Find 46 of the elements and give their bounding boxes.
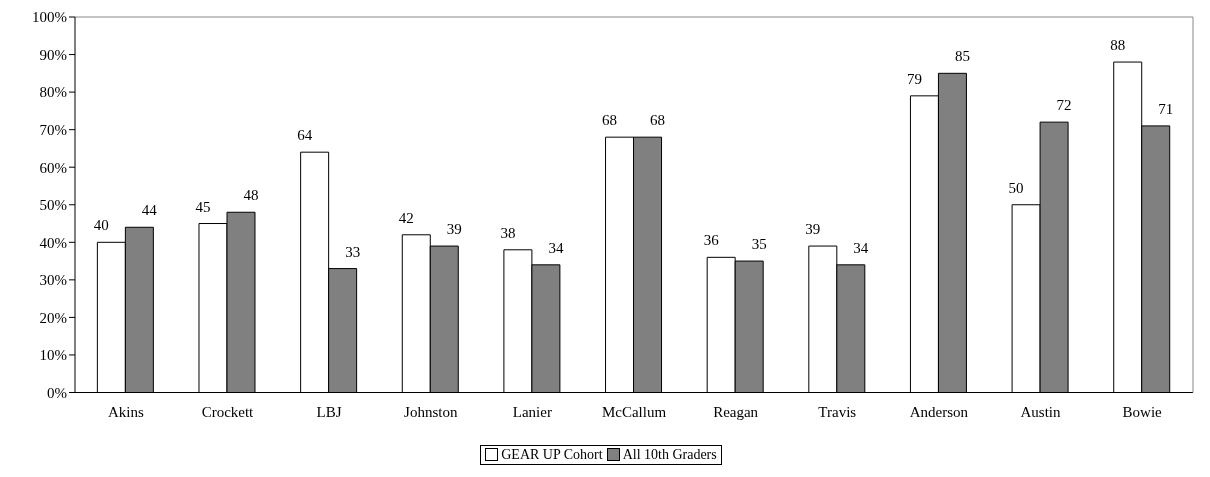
data-label: 35 [751,236,767,253]
data-label: 68 [650,112,666,129]
data-label: 33 [345,243,361,260]
data-label: 34 [548,239,564,256]
y-tick-label: 80% [39,84,67,101]
data-label: 38 [500,224,516,241]
x-tick-label: Johnston [404,404,458,421]
data-label: 36 [703,232,720,249]
x-tick-label: Reagan [713,404,759,421]
y-tick-label: 40% [39,234,67,251]
data-label: 79 [906,70,922,87]
x-tick-label: Crockett [201,404,255,421]
x-tick-label: Austin [1020,404,1062,421]
y-tick-label: 60% [39,159,67,176]
data-label: 34 [853,239,869,256]
x-tick-label: Bowie [1122,404,1163,421]
y-tick-label: 0% [47,384,67,401]
data-label: 64 [297,127,313,144]
legend-label: All 10th Graders [621,446,717,463]
x-tick-label: Travis [818,404,857,421]
x-tick-label: Lanier [512,404,552,421]
x-tick-label: LBJ [316,404,342,421]
x-tick-label: McCallum [601,404,667,421]
data-label: 71 [1158,100,1174,117]
data-label: 68 [602,112,618,129]
y-tick-label: 100% [32,9,67,26]
data-label: 40 [93,217,109,234]
data-label: 39 [805,221,821,238]
data-label: 50 [1008,179,1024,196]
x-tick-label: Akins [107,404,144,421]
data-label: 85 [954,48,970,65]
data-label: 44 [141,202,158,219]
y-tick-label: 10% [39,347,67,364]
data-label: 39 [446,221,462,238]
data-label: 72 [1056,97,1072,114]
data-label: 48 [243,187,259,204]
y-tick-label: 20% [39,309,67,326]
y-tick-label: 90% [39,46,67,63]
x-tick-label: Anderson [909,404,969,421]
legend-label: GEAR UP Cohort [500,446,603,463]
data-label: 45 [195,198,211,215]
y-tick-label: 50% [39,197,67,214]
y-tick-label: 30% [39,272,67,289]
data-label: 42 [398,209,414,226]
y-tick-label: 70% [39,121,67,138]
data-label: 88 [1110,37,1126,54]
